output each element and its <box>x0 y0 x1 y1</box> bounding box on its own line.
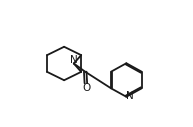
Text: N: N <box>70 55 78 65</box>
Text: N: N <box>126 91 134 101</box>
Text: O: O <box>82 83 90 93</box>
